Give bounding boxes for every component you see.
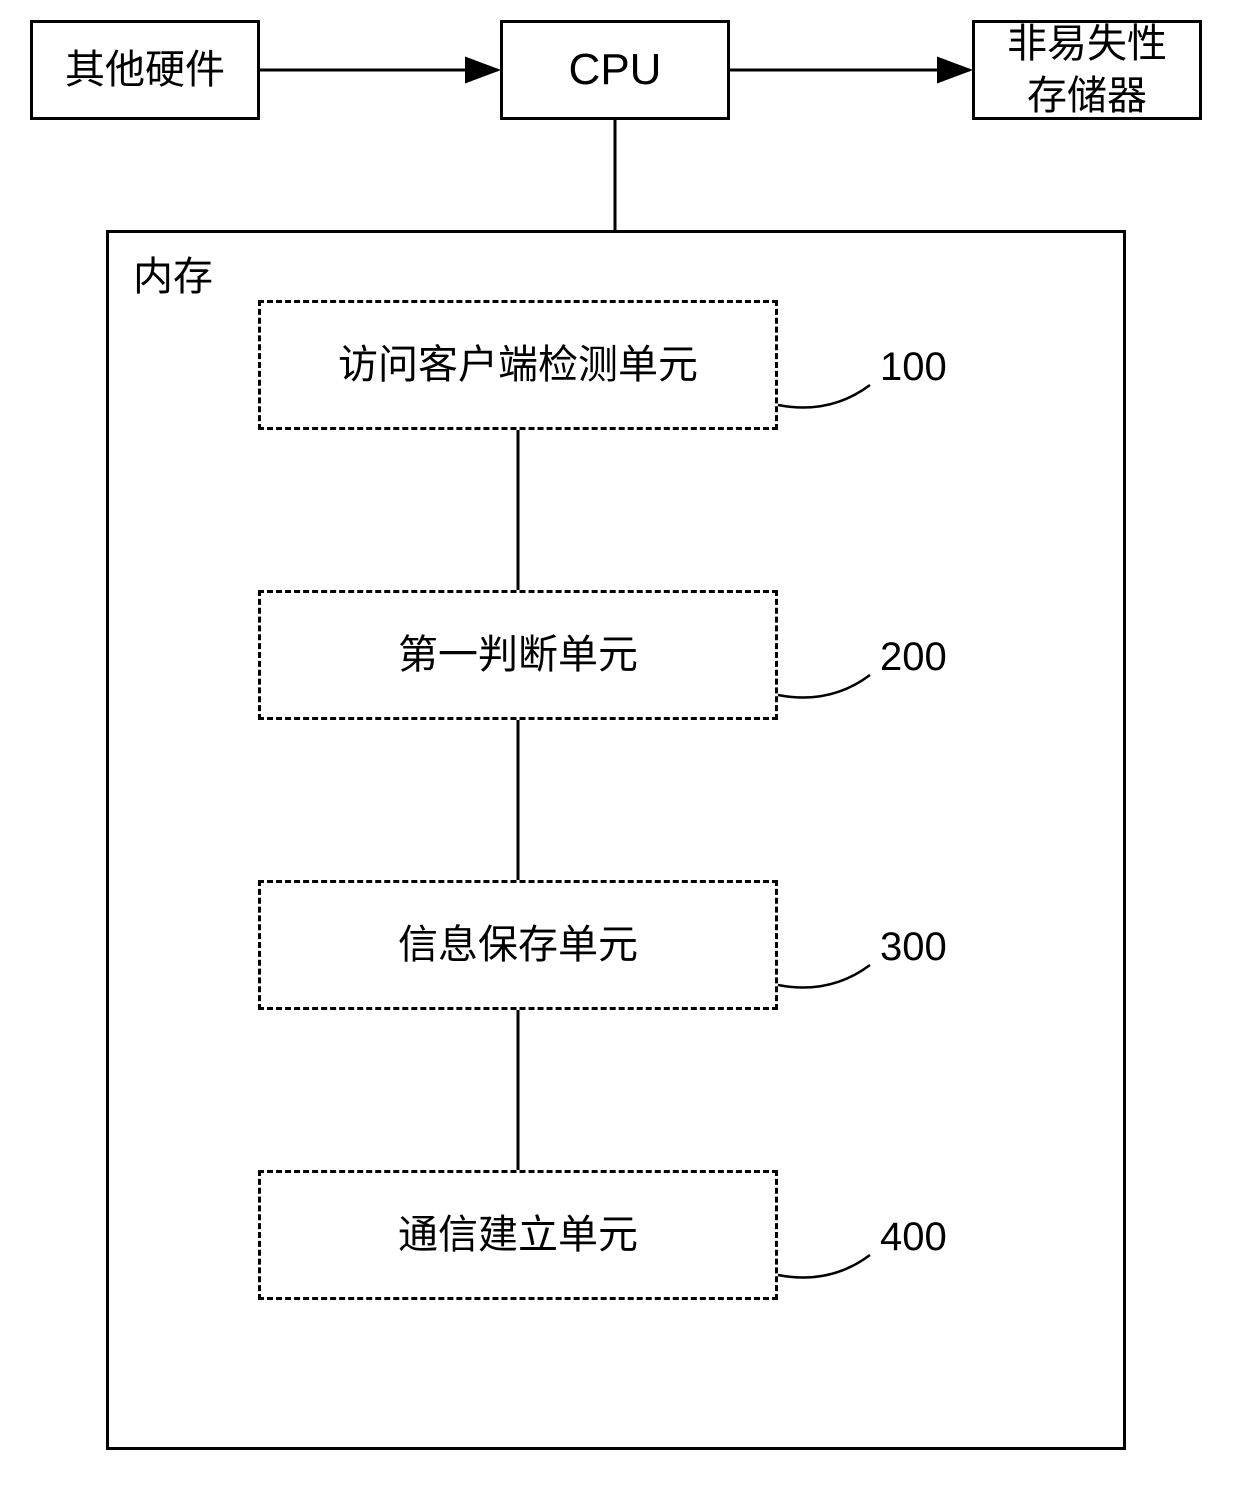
ref-400: 400 [880, 1215, 947, 1260]
unit-400-label: 通信建立单元 [398, 1209, 638, 1261]
nvm-label: 非易失性 存储器 [1007, 18, 1167, 122]
memory-label: 内存 [133, 251, 213, 303]
cpu-label: CPU [569, 45, 662, 95]
unit-200-label: 第一判断单元 [398, 629, 638, 681]
unit-400-box: 通信建立单元 [258, 1170, 778, 1300]
unit-100-box: 访问客户端检测单元 [258, 300, 778, 430]
nvm-label-line2: 存储器 [1027, 74, 1147, 118]
unit-200-box: 第一判断单元 [258, 590, 778, 720]
other-hardware-label: 其他硬件 [65, 44, 225, 96]
ref-100: 100 [880, 345, 947, 390]
cpu-box: CPU [500, 20, 730, 120]
ref-300: 300 [880, 925, 947, 970]
unit-100-label: 访问客户端检测单元 [338, 339, 698, 391]
unit-300-label: 信息保存单元 [398, 919, 638, 971]
other-hardware-box: 其他硬件 [30, 20, 260, 120]
nvm-box: 非易失性 存储器 [972, 20, 1202, 120]
ref-200: 200 [880, 635, 947, 680]
nvm-label-line1: 非易失性 [1007, 22, 1167, 66]
unit-300-box: 信息保存单元 [258, 880, 778, 1010]
